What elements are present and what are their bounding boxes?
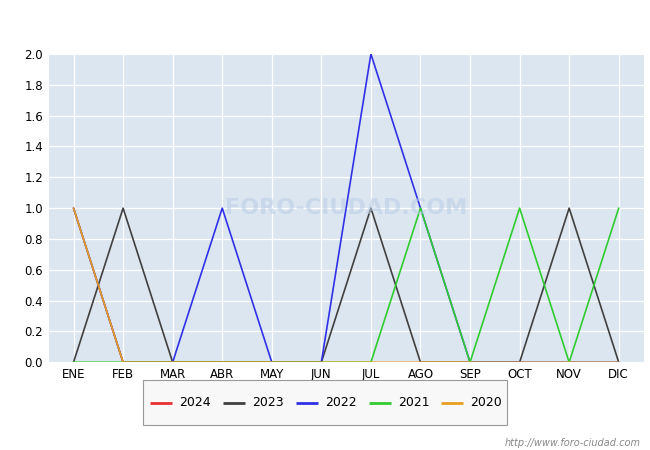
Text: 2021: 2021 [398,396,430,409]
Text: Matriculaciones de Vehiculos en Perarrúa: Matriculaciones de Vehiculos en Perarrúa [139,14,511,33]
Text: FORO-CIUDAD.COM: FORO-CIUDAD.COM [225,198,467,218]
FancyBboxPatch shape [143,380,507,425]
Text: 2020: 2020 [471,396,502,409]
Text: http://www.foro-ciudad.com: http://www.foro-ciudad.com [504,438,640,448]
Text: 2023: 2023 [252,396,284,409]
Text: 2022: 2022 [325,396,357,409]
Text: 2024: 2024 [179,396,211,409]
